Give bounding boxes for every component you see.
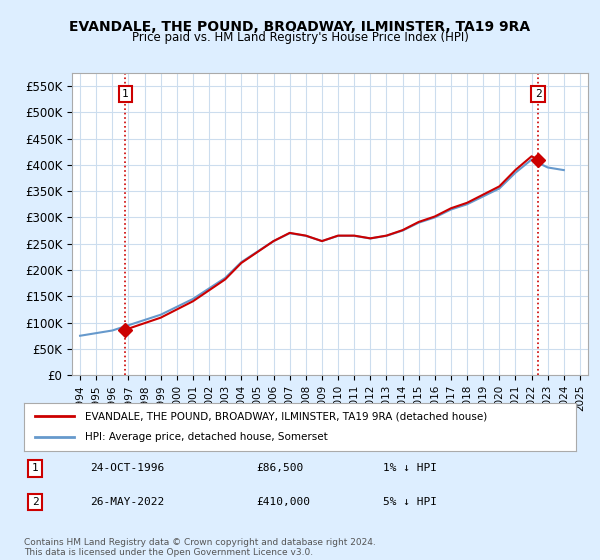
Text: EVANDALE, THE POUND, BROADWAY, ILMINSTER, TA19 9RA: EVANDALE, THE POUND, BROADWAY, ILMINSTER…: [70, 20, 530, 34]
Text: HPI: Average price, detached house, Somerset: HPI: Average price, detached house, Some…: [85, 432, 328, 442]
Text: 1% ↓ HPI: 1% ↓ HPI: [383, 463, 437, 473]
Text: 1: 1: [32, 463, 38, 473]
Text: Price paid vs. HM Land Registry's House Price Index (HPI): Price paid vs. HM Land Registry's House …: [131, 31, 469, 44]
Text: 2: 2: [535, 89, 541, 99]
Text: 24-OCT-1996: 24-OCT-1996: [90, 463, 164, 473]
Text: 1: 1: [122, 89, 128, 99]
Text: EVANDALE, THE POUND, BROADWAY, ILMINSTER, TA19 9RA (detached house): EVANDALE, THE POUND, BROADWAY, ILMINSTER…: [85, 411, 487, 421]
Text: £410,000: £410,000: [256, 497, 310, 507]
Text: Contains HM Land Registry data © Crown copyright and database right 2024.
This d: Contains HM Land Registry data © Crown c…: [24, 538, 376, 557]
Text: 5% ↓ HPI: 5% ↓ HPI: [383, 497, 437, 507]
Text: 26-MAY-2022: 26-MAY-2022: [90, 497, 164, 507]
Text: £86,500: £86,500: [256, 463, 303, 473]
Text: 2: 2: [32, 497, 38, 507]
